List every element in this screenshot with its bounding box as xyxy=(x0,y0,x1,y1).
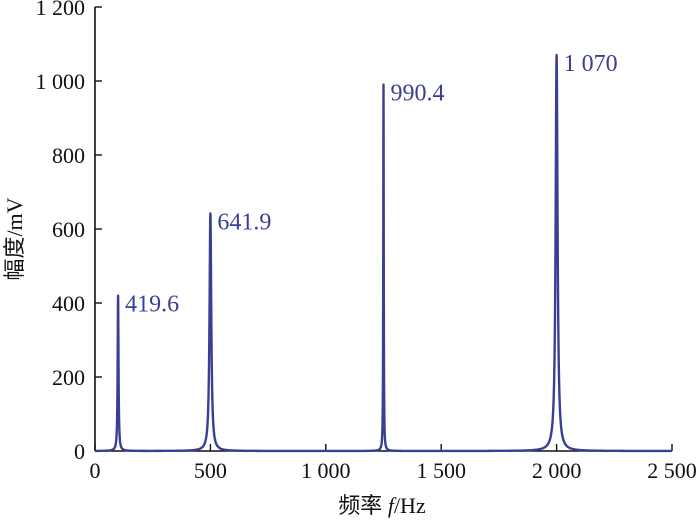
peak-value-label: 1 070 xyxy=(564,51,618,77)
series xyxy=(94,53,673,453)
spectrum-line xyxy=(94,53,673,453)
x-axis-title: 频率 f/Hz xyxy=(338,493,426,518)
x-tick-label: 2 500 xyxy=(647,458,697,483)
peak-value-label: 990.4 xyxy=(391,81,445,107)
x-axis-title-symbol: f xyxy=(388,493,397,518)
peak-value-label: 419.6 xyxy=(125,292,179,318)
x-tick-label: 1 500 xyxy=(416,458,466,483)
x-tick-label: 1 000 xyxy=(301,458,351,483)
y-tick-label: 1 200 xyxy=(36,0,86,20)
y-tick-label: 600 xyxy=(52,217,85,242)
x-tick-label: 500 xyxy=(194,458,227,483)
x-axis-title-prefix: 频率 xyxy=(338,493,388,518)
y-axis-title: 幅度/mV xyxy=(2,197,27,280)
x-tick-label: 0 xyxy=(90,458,101,483)
y-tick-label: 0 xyxy=(74,439,85,464)
x-axis-title-unit: /Hz xyxy=(394,493,426,518)
y-tick-label: 200 xyxy=(52,365,85,390)
ticks: 0 500 1 000 1 500 2 000 2 500 0 200 400 600 800 1 0… xyxy=(36,0,697,483)
y-tick-label: 1 000 xyxy=(36,69,86,94)
peak-labels: 419.6 641.9 990.4 1 070 xyxy=(125,51,618,318)
peak-value-label: 641.9 xyxy=(217,209,271,235)
y-tick-label: 800 xyxy=(52,143,85,168)
y-tick-label: 400 xyxy=(52,291,85,316)
x-tick-label: 2 000 xyxy=(532,458,582,483)
